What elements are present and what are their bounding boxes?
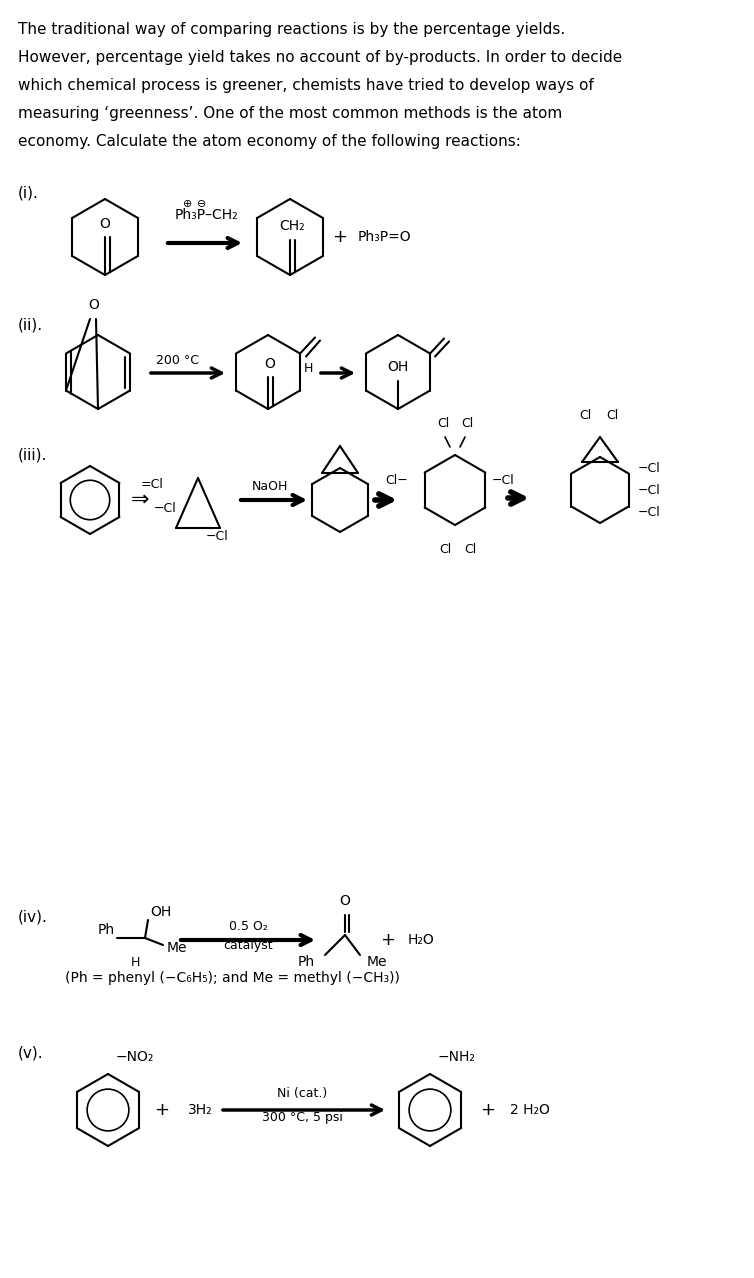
- Text: 200 °C: 200 °C: [157, 354, 200, 367]
- Text: O: O: [339, 895, 351, 907]
- Text: O: O: [100, 217, 110, 231]
- Text: The traditional way of comparing reactions is by the percentage yields.: The traditional way of comparing reactio…: [18, 22, 566, 37]
- Text: Me: Me: [167, 941, 188, 955]
- Text: +: +: [381, 930, 396, 950]
- Text: Cl: Cl: [606, 409, 618, 422]
- Text: 2 H₂O: 2 H₂O: [510, 1103, 550, 1117]
- Text: ⇒: ⇒: [130, 489, 149, 510]
- Text: +: +: [333, 227, 348, 245]
- Text: −Cl: −Cl: [638, 461, 661, 474]
- Text: NaOH: NaOH: [252, 479, 288, 492]
- Text: Ni (cat.): Ni (cat.): [277, 1086, 327, 1099]
- Text: (Ph = phenyl (−C₆H₅); and Me = methyl (−CH₃)): (Ph = phenyl (−C₆H₅); and Me = methyl (−…: [65, 971, 400, 985]
- Text: Ph₃P–CH₂: Ph₃P–CH₂: [175, 208, 238, 222]
- Text: −Cl: −Cl: [206, 529, 228, 542]
- Text: H: H: [303, 362, 313, 374]
- Text: measuring ‘greenness’. One of the most common methods is the atom: measuring ‘greenness’. One of the most c…: [18, 106, 562, 121]
- Text: Cl: Cl: [461, 417, 473, 429]
- Text: CH₂: CH₂: [279, 219, 305, 233]
- Text: −Cl: −Cl: [638, 483, 661, 496]
- Text: Ph: Ph: [298, 955, 315, 969]
- Text: +: +: [155, 1102, 170, 1120]
- Text: −NH₂: −NH₂: [438, 1051, 476, 1065]
- Text: Cl: Cl: [464, 543, 476, 556]
- Text: O: O: [265, 357, 275, 371]
- Text: 300 °C, 5 psi: 300 °C, 5 psi: [262, 1112, 342, 1125]
- Text: O: O: [88, 298, 100, 312]
- Text: OH: OH: [388, 360, 409, 374]
- Text: catalyst: catalyst: [223, 938, 273, 952]
- Text: Cl: Cl: [437, 417, 449, 429]
- Text: −Cl: −Cl: [638, 506, 661, 519]
- Text: H: H: [130, 956, 139, 969]
- Text: However, percentage yield takes no account of by-products. In order to decide: However, percentage yield takes no accou…: [18, 50, 622, 65]
- Text: Cl−: Cl−: [385, 474, 408, 487]
- Text: −Cl: −Cl: [492, 474, 515, 487]
- Text: (iv).: (iv).: [18, 910, 48, 925]
- Text: ⊖: ⊖: [198, 199, 207, 210]
- Text: (v).: (v).: [18, 1045, 44, 1059]
- Text: Cl: Cl: [579, 409, 591, 422]
- Text: ⊕: ⊕: [183, 199, 193, 210]
- Text: H₂O: H₂O: [408, 933, 435, 947]
- Text: 0.5 O₂: 0.5 O₂: [228, 919, 268, 933]
- Text: −Cl: −Cl: [153, 501, 176, 515]
- Text: OH: OH: [150, 905, 171, 919]
- Text: −NO₂: −NO₂: [116, 1051, 155, 1065]
- Text: +: +: [480, 1102, 495, 1120]
- Text: (i).: (i).: [18, 185, 39, 199]
- Text: (iii).: (iii).: [18, 447, 48, 463]
- Text: economy. Calculate the atom economy of the following reactions:: economy. Calculate the atom economy of t…: [18, 134, 521, 150]
- Text: which chemical process is greener, chemists have tried to develop ways of: which chemical process is greener, chemi…: [18, 78, 593, 93]
- Text: Me: Me: [367, 955, 388, 969]
- Text: Cl: Cl: [439, 543, 451, 556]
- Text: Ph₃P=O: Ph₃P=O: [358, 230, 412, 244]
- Text: Ph: Ph: [98, 923, 115, 937]
- Text: (ii).: (ii).: [18, 318, 43, 334]
- Text: =Cl: =Cl: [140, 478, 163, 492]
- Text: 3H₂: 3H₂: [188, 1103, 213, 1117]
